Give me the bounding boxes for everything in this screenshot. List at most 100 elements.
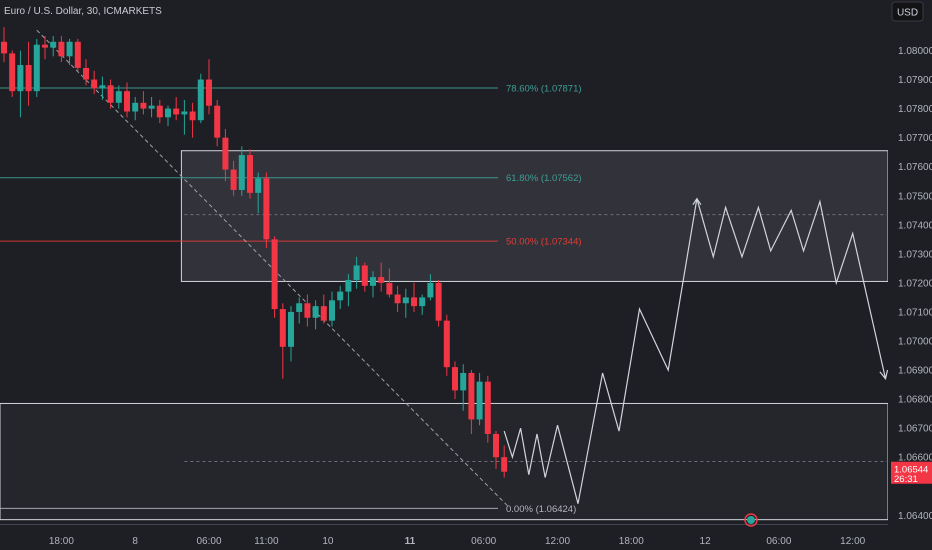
last-price-tag: 1.06544 26:31 — [891, 461, 932, 485]
candle-body — [353, 265, 360, 280]
candle-body — [148, 105, 155, 109]
last-price-tag-box — [891, 461, 932, 484]
currency-button-label[interactable]: USD — [897, 8, 918, 19]
candle-body — [247, 155, 253, 193]
candle-body — [58, 41, 65, 57]
time-axis-tick: 8 — [132, 536, 138, 547]
candle-body — [66, 41, 73, 57]
time-axis-tick: 10 — [322, 536, 334, 547]
price-axis-tick: 1.06800 — [898, 395, 932, 406]
candle-body — [279, 309, 286, 347]
price-axis-tick: 1.06600 — [898, 453, 932, 464]
candle-body — [255, 178, 262, 193]
supply-demand-zone[interactable] — [180, 150, 889, 282]
candle-body — [25, 65, 32, 92]
candle-body — [386, 282, 393, 295]
time-axis-tick: 06:00 — [471, 536, 496, 547]
price-axis-tick: 1.06900 — [898, 366, 932, 377]
candle-body — [263, 178, 270, 240]
fib-level-label: 0.00% (1.06424) — [506, 504, 576, 515]
projection-path[interactable] — [503, 198, 887, 504]
candle-body — [107, 85, 114, 103]
price-axis-tick: 1.07600 — [898, 162, 932, 173]
candle-body — [189, 111, 196, 121]
candle-body — [320, 306, 327, 321]
time-axis-tick: 18:00 — [619, 536, 644, 547]
candle-body — [99, 85, 106, 89]
currency-button-box[interactable] — [891, 1, 924, 22]
candle-body — [181, 111, 188, 115]
candle-body — [124, 91, 130, 112]
candle-body — [501, 457, 508, 472]
candle-body — [378, 277, 385, 283]
session-marker[interactable] — [744, 513, 758, 527]
candle-body — [312, 306, 319, 318]
candle-body — [222, 137, 229, 170]
time-axis-tick: 12 — [700, 536, 712, 547]
candle-body — [140, 102, 147, 109]
candle-body — [165, 108, 171, 118]
candle-body — [460, 372, 467, 391]
price-axis-tick: 1.06400 — [898, 511, 932, 522]
candle-body — [493, 433, 499, 458]
candle-body — [42, 44, 48, 48]
candle-body — [115, 91, 122, 103]
candle-body — [206, 79, 212, 106]
candle-body — [197, 79, 204, 121]
last-price-value: 1.06544 — [894, 465, 928, 476]
currency-button[interactable]: USD — [891, 1, 924, 22]
candle-body — [468, 372, 475, 420]
candles-layer — [1, 27, 508, 478]
price-axis-tick: 1.07800 — [898, 104, 932, 115]
candle-body — [156, 105, 163, 118]
price-axis-tick: 1.08000 — [898, 46, 932, 57]
candle-body — [370, 277, 376, 286]
candle-body — [304, 303, 311, 318]
price-axis-tick: 1.07700 — [898, 133, 932, 144]
candle-body — [411, 297, 417, 307]
candle-body — [435, 282, 442, 321]
candle-body — [443, 320, 450, 368]
session-marker-ring[interactable] — [744, 513, 758, 527]
candle-body — [214, 105, 221, 138]
candle-body — [419, 297, 426, 307]
fib-level-label: 50.00% (1.07344) — [506, 237, 582, 248]
time-axis-tick: 12:00 — [545, 536, 570, 547]
price-axis-tick: 1.07100 — [898, 307, 932, 318]
candle-body — [74, 41, 81, 68]
candle-body — [17, 65, 24, 92]
candle-body — [173, 108, 180, 115]
price-axis-tick: 1.07400 — [898, 220, 932, 231]
candle-body — [9, 53, 16, 92]
candle-body — [132, 102, 139, 112]
candle-body — [402, 297, 409, 304]
candle-body — [1, 41, 7, 54]
bar-countdown: 26:31 — [894, 474, 918, 485]
time-axis[interactable]: 18:00 8 06:00 11:00 10 11 06:00 12:00 18:00 12 06:… — [49, 536, 866, 547]
candle-body — [452, 367, 458, 391]
candle-body — [238, 155, 245, 190]
candle-body — [83, 67, 89, 80]
candle-body — [91, 79, 98, 89]
time-axis-tick: 18:00 — [49, 536, 74, 547]
projection-arrowhead — [879, 369, 889, 381]
symbol-title: Euro / U.S. Dollar, 30, ICMARKETS — [4, 6, 162, 17]
price-axis-tick: 1.07300 — [898, 249, 932, 260]
session-marker-dot[interactable] — [747, 516, 755, 524]
candle-body — [296, 303, 303, 312]
time-axis-tick: 11:00 — [254, 536, 279, 547]
candle-body — [33, 44, 40, 92]
projection-layer — [503, 197, 889, 504]
fib-level-label: 61.80% (1.07562) — [506, 173, 582, 184]
candle-body — [329, 300, 335, 321]
fib-level-label: 78.60% (1.07871) — [506, 83, 582, 94]
candle-body — [288, 311, 294, 347]
price-axis-tick: 1.06700 — [898, 424, 932, 435]
time-axis-tick: 12:00 — [840, 536, 865, 547]
price-axis[interactable]: 1.08000 1.07900 1.07800 1.07700 1.07600 1.075… — [898, 46, 932, 522]
candle-body — [345, 279, 352, 292]
projection-peak-arrow — [692, 197, 702, 205]
time-axis-tick: 06:00 — [766, 536, 791, 547]
time-axis-tick: 06:00 — [196, 536, 221, 547]
